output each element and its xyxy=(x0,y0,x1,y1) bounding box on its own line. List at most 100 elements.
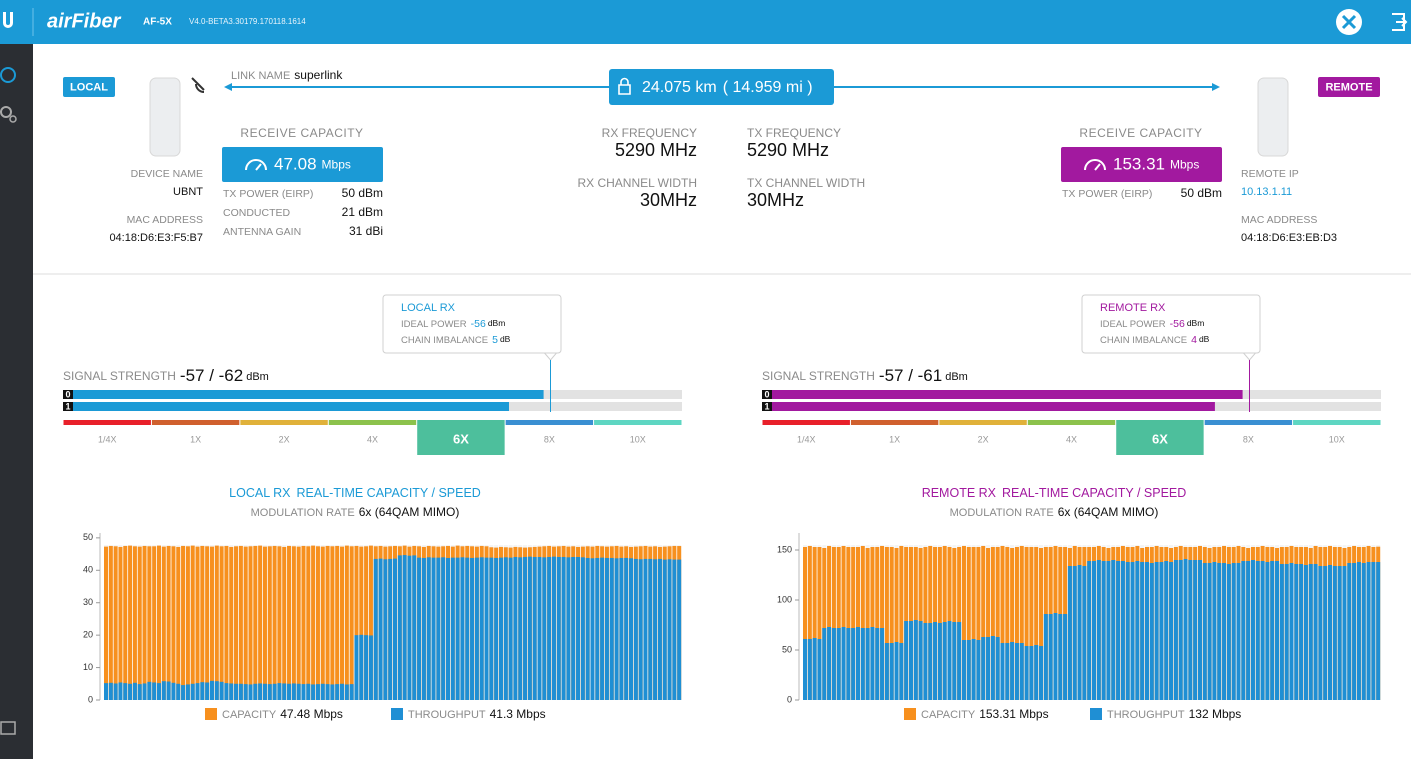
bar xyxy=(113,546,118,700)
bar xyxy=(995,637,1000,700)
modulation-label: 2X xyxy=(978,434,989,444)
dashboard-nav[interactable] xyxy=(0,67,16,83)
bar xyxy=(426,557,431,700)
bar xyxy=(156,545,161,700)
bar xyxy=(1289,563,1294,700)
bar xyxy=(667,559,672,700)
bar xyxy=(190,683,195,700)
bar xyxy=(306,683,311,700)
bar xyxy=(364,546,369,700)
bar xyxy=(1323,566,1328,700)
bar xyxy=(436,557,441,700)
bar xyxy=(1053,613,1058,700)
ubnt-logo[interactable] xyxy=(3,12,13,28)
bar xyxy=(272,545,277,700)
bar xyxy=(1072,566,1077,700)
remote-badge-text: REMOTE xyxy=(1325,81,1372,93)
bar xyxy=(894,548,899,700)
bar xyxy=(1371,562,1376,700)
bar xyxy=(234,546,239,700)
ideal-power-value: -56 xyxy=(1170,318,1185,330)
bar xyxy=(527,556,532,700)
bar xyxy=(1000,643,1005,700)
bar xyxy=(161,546,166,700)
bar xyxy=(311,545,316,700)
y-tick-label: 0 xyxy=(88,694,93,704)
subtitle-value: 6x (64QAM MIMO) xyxy=(1058,505,1159,519)
bar xyxy=(147,546,152,700)
bar xyxy=(1058,614,1063,700)
bar xyxy=(585,557,590,700)
bar xyxy=(335,684,340,700)
tooltip-pointer xyxy=(1242,352,1257,361)
bar xyxy=(325,545,330,700)
bar xyxy=(412,555,417,700)
bar xyxy=(176,683,181,700)
bar xyxy=(1130,562,1135,700)
chart-title: REMOTE RX REAL-TIME CAPACITY / SPEED xyxy=(922,486,1187,500)
bar xyxy=(474,557,479,700)
radio-value: 30MHz xyxy=(640,190,697,210)
modulation-strip xyxy=(1204,420,1293,425)
chart-subtitle: MODULATION RATE 6x (64QAM MIMO) xyxy=(251,505,460,519)
legend-value: 47.48 Mbps xyxy=(280,707,343,721)
ideal-power-value: -56 xyxy=(471,318,486,330)
bar xyxy=(1077,565,1082,700)
bar xyxy=(1361,563,1366,700)
bar xyxy=(1183,559,1188,700)
bar xyxy=(128,683,133,700)
chain-imbalance-label: CHAIN IMBALANCE xyxy=(401,335,488,346)
bar xyxy=(340,683,345,700)
tooltip-title: LOCAL RX xyxy=(401,302,456,314)
bar xyxy=(1067,566,1072,700)
bar xyxy=(123,683,128,700)
modulation-label: 1X xyxy=(889,434,900,444)
bar xyxy=(498,557,503,700)
bar xyxy=(657,558,662,700)
bar xyxy=(1178,560,1183,700)
bar xyxy=(961,640,966,700)
bar xyxy=(600,557,605,700)
bar xyxy=(306,546,311,700)
bar xyxy=(161,681,166,700)
bar xyxy=(609,557,614,700)
bar xyxy=(889,643,894,700)
signal-strength-unit: dBm xyxy=(246,371,269,383)
remote-device-image xyxy=(1257,77,1289,157)
power-value: 31 dBi xyxy=(349,224,383,238)
modulation-strip xyxy=(151,420,240,425)
signal-strength-value: -57 / -61 xyxy=(879,366,942,385)
bar xyxy=(335,545,340,700)
bar xyxy=(455,557,460,700)
modulation-label: 1X xyxy=(190,434,201,444)
bar xyxy=(1101,561,1106,700)
modulation-label: 10X xyxy=(630,434,646,444)
settings-nav[interactable] xyxy=(0,106,12,118)
field-label: MAC ADDRESS xyxy=(1241,214,1317,226)
bar xyxy=(508,557,513,700)
bar xyxy=(1265,562,1270,700)
bar xyxy=(287,683,292,700)
logout-button[interactable] xyxy=(1392,13,1408,31)
ideal-power-label: IDEAL POWER xyxy=(401,319,467,330)
bar xyxy=(981,546,986,700)
tooltip-pointer xyxy=(543,352,558,361)
y-tick-label: 20 xyxy=(83,630,93,640)
bar xyxy=(836,628,841,700)
bar xyxy=(383,559,388,700)
bar xyxy=(836,547,841,700)
bar xyxy=(831,628,836,700)
bar xyxy=(1111,560,1116,700)
power-label: ANTENNA GAIN xyxy=(223,226,301,238)
bar xyxy=(677,559,682,700)
bar xyxy=(315,684,320,700)
chain-imbalance: CHAIN IMBALANCE 5 dB xyxy=(401,334,511,346)
log-nav[interactable] xyxy=(0,721,16,735)
bar xyxy=(479,557,484,700)
power-value: 21 dBm xyxy=(342,205,383,219)
bar xyxy=(253,683,258,700)
legend-swatch xyxy=(391,708,403,720)
local-badge xyxy=(63,77,115,97)
bar xyxy=(214,681,219,700)
